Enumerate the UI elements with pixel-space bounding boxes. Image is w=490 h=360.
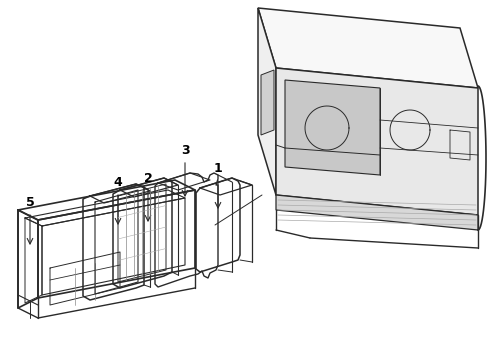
Polygon shape (285, 80, 380, 175)
Polygon shape (261, 70, 274, 135)
Polygon shape (258, 8, 478, 88)
Text: 3: 3 (181, 144, 189, 157)
Text: 1: 1 (214, 162, 222, 175)
Text: 4: 4 (114, 176, 122, 189)
Polygon shape (258, 8, 276, 195)
Text: 2: 2 (144, 171, 152, 185)
Polygon shape (276, 68, 478, 215)
Text: 5: 5 (25, 195, 34, 208)
Polygon shape (276, 195, 478, 230)
